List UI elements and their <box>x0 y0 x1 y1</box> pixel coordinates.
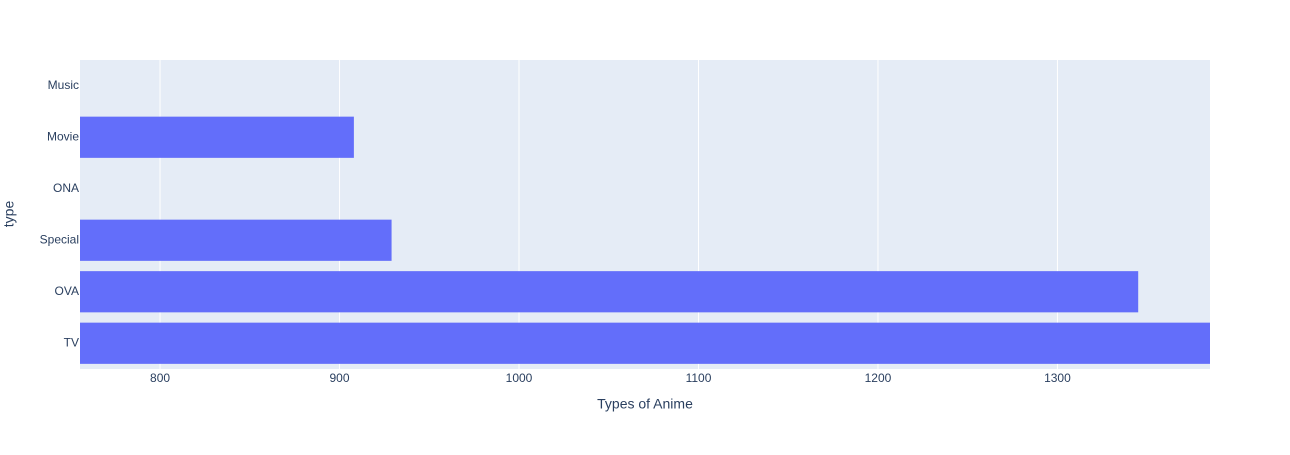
y-tick-label: OVA <box>55 284 79 298</box>
plot-area <box>80 60 1210 369</box>
y-tick-label: TV <box>64 335 79 349</box>
bar <box>80 219 392 261</box>
x-tick-label: 800 <box>150 371 170 385</box>
y-tick-label: Music <box>48 78 79 92</box>
y-tick-label: ONA <box>53 181 79 195</box>
bars <box>80 116 1210 364</box>
y-tick-label: Special <box>40 232 79 246</box>
bar <box>80 322 1210 364</box>
x-tick-label: 1200 <box>865 371 892 385</box>
x-tick-label: 1000 <box>506 371 533 385</box>
x-tick-label: 900 <box>330 371 350 385</box>
grid <box>159 60 1058 369</box>
x-tick-label: 1300 <box>1044 371 1071 385</box>
y-axis-title: type <box>1 201 17 228</box>
y-tick-label: Movie <box>47 129 79 143</box>
bar <box>80 116 354 158</box>
x-axis-title: Types of Anime <box>597 396 693 412</box>
x-tick-label: 1100 <box>686 371 712 385</box>
bar <box>80 271 1139 313</box>
